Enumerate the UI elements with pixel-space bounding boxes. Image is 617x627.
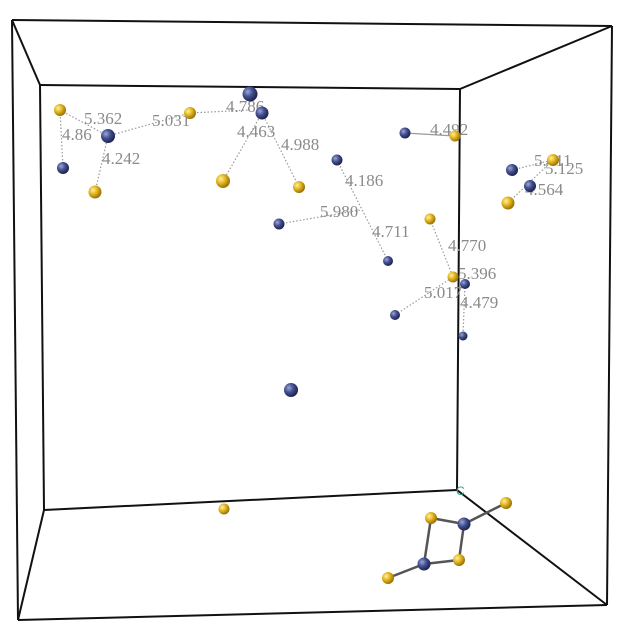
structure-view: C 5.3624.865.0314.7864.4634.9884.2424.49… [0,0,617,627]
distance-label: 4.186 [345,171,383,190]
distance-label: 5.980 [320,202,358,221]
distance-label: 4.711 [372,222,410,241]
distance-label: 4.988 [281,135,319,154]
axis-label: C [456,484,465,498]
distance-label: 4.463 [237,122,275,141]
distance-label: 4.242 [102,149,140,168]
distance-label: 4.479 [460,293,498,312]
distance-label: 4.86 [62,125,92,144]
page: {"axis_label": "C", "distance_labels": [… [0,0,617,627]
distance-label: 4.770 [448,236,486,255]
distance-label: 4.492 [430,120,468,139]
distance-label: 5.017 [424,283,463,302]
